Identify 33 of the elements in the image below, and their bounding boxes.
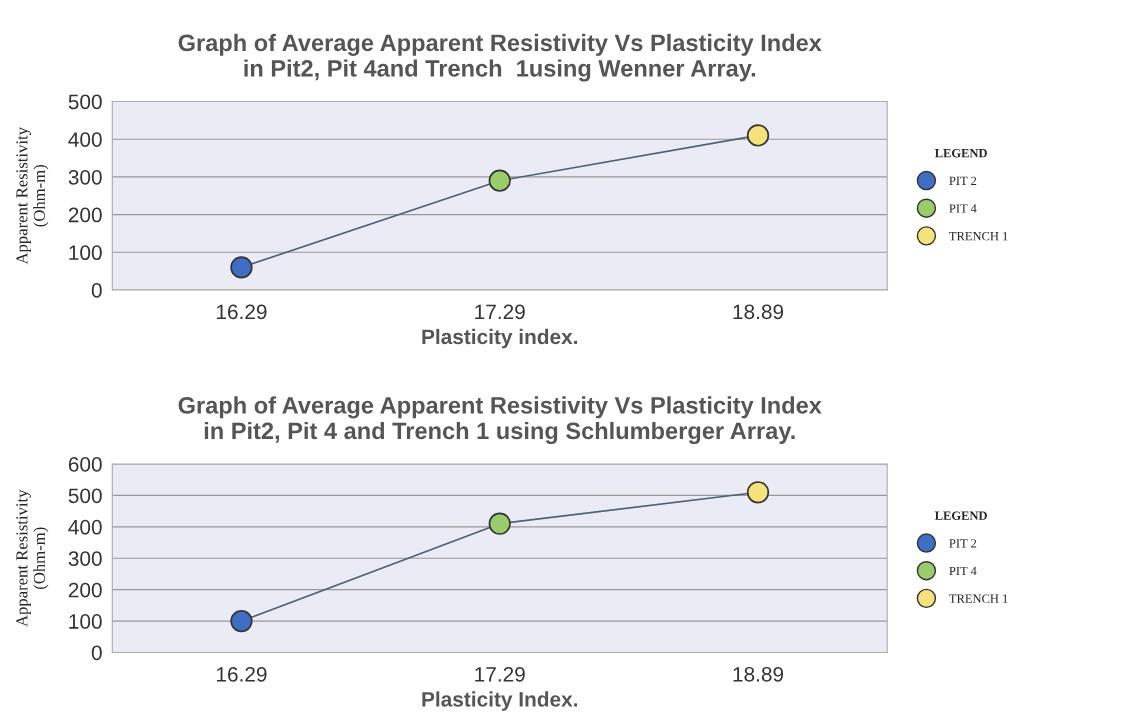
x-axis-title: Plasticity Index. (422, 691, 578, 711)
y-tick-label: 400 (68, 519, 102, 535)
x-tick-label: 17.29 (475, 304, 525, 320)
legend-title: LEGEND (934, 148, 987, 158)
x-axis-title: Plasticity index. (422, 328, 578, 349)
y-tick-label: 0 (91, 283, 102, 298)
x-tick-label: 16.29 (216, 666, 267, 682)
y-tick-label: 500 (68, 488, 102, 504)
y-tick-label: 200 (68, 582, 102, 598)
chart-title: Graph of Average Apparent Resistivity Vs Plasticity Index in Pit2, Pit 4and Trench 1using Wenner Array. (178, 33, 822, 82)
legend-label: PIT 4 (949, 566, 977, 576)
y-tick-label: 500 (68, 94, 102, 110)
legend-label: TRENCH 1 (949, 594, 1008, 603)
y-tick-label: 200 (68, 207, 102, 223)
x-tick-label: 18.89 (733, 666, 784, 682)
y-tick-label: 100 (69, 614, 102, 629)
legend-label: PIT 4 (949, 204, 977, 213)
y-tick-label: 100 (69, 245, 102, 261)
y-tick-label: 600 (68, 457, 102, 472)
x-tick-label: 17.29 (475, 666, 525, 682)
legend-label: TRENCH 1 (949, 231, 1008, 241)
y-axis-title: Apparent Resistivity (Ohm-m) (16, 489, 49, 627)
x-tick-label: 18.89 (733, 304, 784, 320)
legend-title: LEGEND (934, 511, 987, 520)
y-axis-title: Apparent Resistivity (Ohm-m) (16, 127, 49, 265)
y-tick-label: 400 (68, 132, 102, 147)
chart-title: Graph of Average Apparent Resistivity Vs Plasticity Index in Pit2, Pit 4 and Trench 1 using Schlumberger Array. (178, 396, 822, 444)
legend-label: PIT 2 (949, 176, 977, 185)
y-tick-label: 300 (68, 169, 102, 185)
legend-label: PIT 2 (949, 539, 977, 548)
y-tick-label: 300 (68, 551, 102, 566)
y-tick-label: 0 (91, 645, 102, 661)
x-tick-label: 16.29 (216, 304, 267, 320)
